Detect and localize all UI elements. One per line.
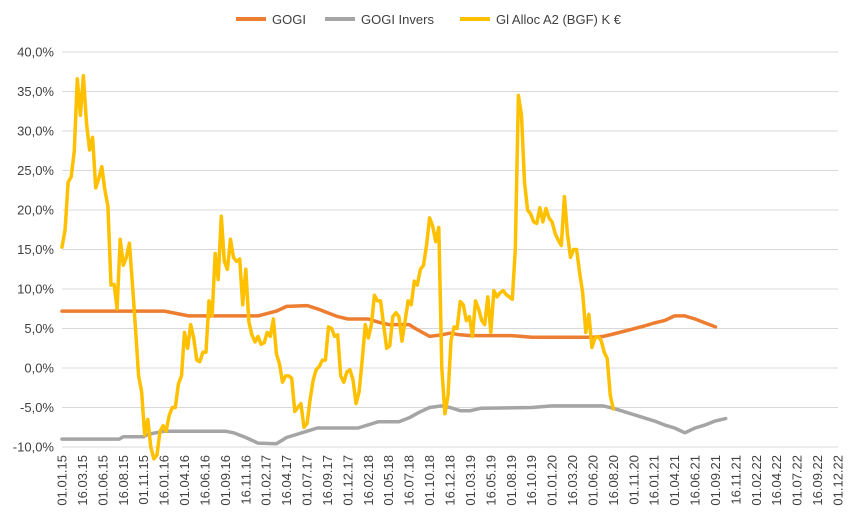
x-tick-label: 16.09.22 xyxy=(810,455,825,506)
x-tick-label: 01.06.20 xyxy=(585,455,600,506)
x-tick-label: 01.06.15 xyxy=(95,455,110,506)
x-tick-label: 16.07.18 xyxy=(402,455,417,506)
plot-series xyxy=(60,73,728,461)
x-tick-label: 01.12.17 xyxy=(340,455,355,506)
y-tick-label: 35,0% xyxy=(17,84,54,99)
x-tick-label: 16.01.21 xyxy=(647,455,662,506)
y-tick-label: -10,0% xyxy=(13,440,55,455)
x-tick-label: 01.11.20 xyxy=(626,455,641,505)
y-tick-label: 10,0% xyxy=(17,282,54,297)
x-tick-label: 16.03.20 xyxy=(565,455,580,506)
x-tick-label: 01.02.17 xyxy=(259,455,274,506)
x-tick-label: 01.04.16 xyxy=(177,455,192,506)
x-tick-label: 01.11.15 xyxy=(136,455,151,505)
legend-label: GOGI xyxy=(272,12,306,27)
y-tick-label: -5,0% xyxy=(20,400,54,415)
y-tick-label: 0,0% xyxy=(24,361,54,376)
legend: GOGI GOGI Invers Gl Alloc A2 (BGF) K € xyxy=(236,12,622,27)
x-tick-label: 16.04.22 xyxy=(769,455,784,506)
x-tick-label: 01.07.17 xyxy=(300,455,315,506)
legend-label: GOGI Invers xyxy=(361,12,434,27)
x-tick-label: 16.08.20 xyxy=(606,455,621,506)
x-tick-label: 01.12.22 xyxy=(831,455,846,506)
x-tick-label: 01.04.21 xyxy=(667,455,682,506)
x-tick-label: 16.06.21 xyxy=(688,455,703,506)
x-tick-label: 01.09.16 xyxy=(218,455,233,506)
x-tick-label: 16.10.19 xyxy=(524,455,539,506)
x-tick-label: 16.01.16 xyxy=(157,455,172,506)
legend-label: Gl Alloc A2 (BGF) K € xyxy=(496,12,622,27)
x-tick-label: 16.11.16 xyxy=(238,455,253,505)
series-line-3 xyxy=(60,73,616,461)
x-tick-label: 16.06.16 xyxy=(197,455,212,506)
y-axis: 40,0% 35,0% 30,0% 25,0% 20,0% 15,0% 10,0% 5,0% 0… xyxy=(13,45,55,455)
x-tick-label: 16.11.21 xyxy=(728,455,743,505)
x-tick-label: 01.02.22 xyxy=(749,455,764,506)
x-tick-label: 01.03.19 xyxy=(463,455,478,506)
y-tick-label: 5,0% xyxy=(24,321,54,336)
series-line-1 xyxy=(60,303,718,339)
y-tick-label: 30,0% xyxy=(17,124,54,139)
x-tick-label: 01.10.18 xyxy=(422,455,437,506)
x-tick-label: 01.01.15 xyxy=(55,455,70,506)
x-tick-label: 01.09.21 xyxy=(708,455,723,506)
x-tick-label: 01.01.20 xyxy=(545,455,560,506)
y-tick-label: 25,0% xyxy=(17,163,54,178)
x-tick-label: 16.03.15 xyxy=(75,455,90,506)
x-tick-label: 16.12.18 xyxy=(443,455,458,506)
x-tick-label: 16.08.15 xyxy=(116,455,131,506)
x-tick-label: 16.02.18 xyxy=(361,455,376,506)
series-line-2 xyxy=(60,404,728,446)
x-tick-label: 01.08.19 xyxy=(504,455,519,506)
x-tick-label: 01.05.18 xyxy=(381,455,396,506)
x-tick-label: 16.05.19 xyxy=(483,455,498,506)
y-tick-label: 20,0% xyxy=(17,203,54,218)
x-axis: 01.01.15 16.03.15 01.06.15 16.08.15 01.11.15… xyxy=(55,455,846,506)
x-tick-label: 01.07.22 xyxy=(790,455,805,506)
x-tick-label: 16.09.17 xyxy=(320,455,335,506)
x-tick-label: 16.04.17 xyxy=(279,455,294,506)
y-tick-label: 15,0% xyxy=(17,242,54,257)
y-tick-label: 40,0% xyxy=(17,45,54,60)
